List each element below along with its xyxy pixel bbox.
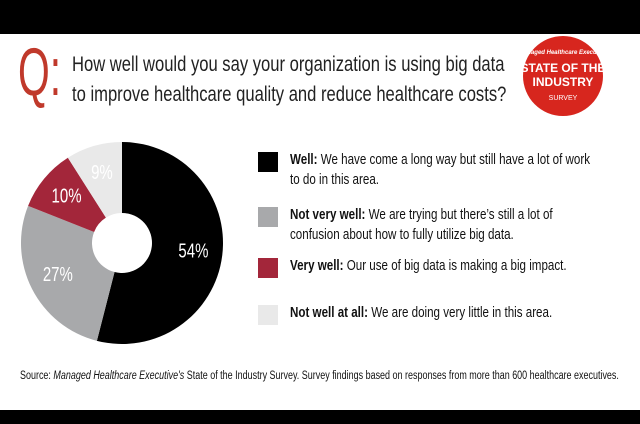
- slice-label: 9%: [91, 161, 113, 184]
- source: Source: Managed Healthcare Executive's S…: [20, 370, 619, 382]
- legend-description: We have come a long way but still have a…: [290, 152, 591, 188]
- pie-slice: [96, 142, 224, 344]
- legend-entry: Not very well: We are trying but there’s…: [290, 205, 594, 245]
- source-publication: Managed Healthcare Executive's: [53, 370, 185, 382]
- slice-label: 54%: [178, 239, 208, 262]
- source-text: State of the Industry Survey. Survey fin…: [186, 370, 619, 382]
- top-bar: [0, 0, 640, 34]
- legend-description: We are trying but there’s still a lot of…: [290, 207, 553, 243]
- source-prefix: Source:: [20, 370, 51, 382]
- pie-slice: [28, 157, 106, 232]
- legend-swatch: [258, 258, 278, 278]
- legend-swatch: [258, 305, 278, 325]
- legend-swatch: [258, 207, 278, 227]
- legend-description: We are doing very little in this area.: [371, 305, 553, 321]
- pie-slice: [20, 205, 115, 341]
- badge-line: INDUSTRY: [533, 75, 594, 89]
- badge: [523, 36, 603, 116]
- legend-label: Not very well:: [290, 207, 366, 223]
- badge-line: STATE OF THE: [521, 61, 606, 75]
- legend-label: Very well:: [290, 258, 344, 274]
- legend-swatch: [258, 152, 278, 172]
- legend-entry: Very well: Our use of big data is making…: [290, 256, 594, 276]
- legend-label: Well:: [290, 152, 318, 168]
- badge-bottom: SURVEY: [549, 95, 578, 102]
- question-mark: Q:: [18, 34, 62, 110]
- legend-entry: Well: We have come a long way but still …: [290, 150, 594, 190]
- chart-title: How well would you say your organization…: [72, 53, 507, 106]
- legend-label: Not well at all:: [290, 305, 368, 321]
- badge-top: Managed Healthcare Executive: [519, 50, 608, 56]
- legend-description: Our use of big data is making a big impa…: [346, 258, 567, 274]
- slice-label: 27%: [43, 263, 73, 286]
- pie-slice: [67, 142, 122, 218]
- bottom-bar: [0, 410, 640, 424]
- slice-label: 10%: [52, 184, 82, 207]
- legend-entry: Not well at all: We are doing very littl…: [290, 303, 594, 323]
